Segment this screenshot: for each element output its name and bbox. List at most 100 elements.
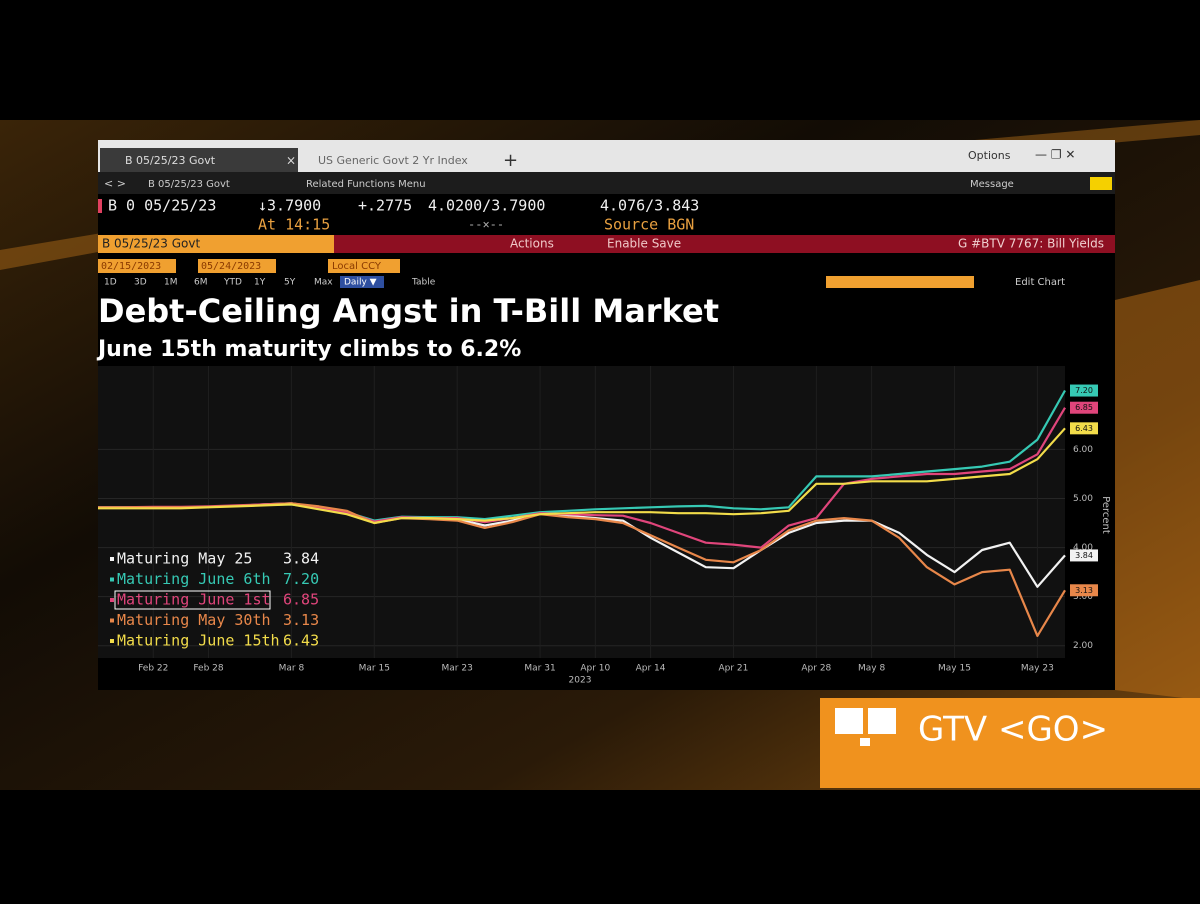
help-button[interactable]: [1090, 177, 1112, 190]
window-controls[interactable]: — ❐ ✕: [1035, 148, 1075, 162]
value-tag-label: 3.13: [1075, 586, 1093, 595]
quote-range: 4.076/3.843: [600, 197, 699, 215]
overlay-icon: [860, 738, 870, 746]
view[interactable]: Table: [411, 278, 436, 288]
y-tick-label: 3.00: [1073, 592, 1093, 602]
x-tick-label: May 23: [1021, 664, 1054, 674]
x-tick-label: Mar 23: [442, 664, 473, 674]
x-tick-label: Apr 28: [801, 664, 831, 674]
quote-bid-ask: 4.0200/3.7900: [428, 197, 545, 215]
range-button[interactable]: 1M: [164, 278, 178, 288]
edit-chart[interactable]: Edit Chart: [1015, 277, 1065, 288]
value-tag: [1070, 584, 1098, 597]
value-tag: [1070, 401, 1098, 414]
enable-save[interactable]: Enable Save: [607, 237, 681, 251]
y-tick-label: 5.00: [1073, 494, 1093, 504]
range-button[interactable]: 3D: [134, 278, 147, 288]
range-button[interactable]: 1D: [104, 278, 117, 288]
legend-name[interactable]: Maturing June 15th: [117, 632, 280, 650]
quote-change: +.2775: [358, 197, 412, 215]
tab-label[interactable]: B 05/25/23 Govt: [125, 154, 216, 167]
currency[interactable]: Local CCY: [332, 261, 382, 272]
end-date[interactable]: 05/24/2023: [201, 261, 261, 272]
tab-label[interactable]: US Generic Govt 2 Yr Index: [318, 154, 468, 167]
quote-time: At 14:15: [258, 216, 330, 234]
x-tick-label: May 8: [858, 664, 885, 674]
message[interactable]: Message: [970, 179, 1014, 190]
x-tick-label: Mar 8: [279, 664, 305, 674]
quote-last: ↓3.7900: [258, 197, 321, 215]
frequency[interactable]: Daily ▼: [344, 278, 377, 288]
legend-name[interactable]: Maturing May 30th: [117, 611, 271, 629]
tab-active[interactable]: [100, 148, 298, 172]
legend-value: 7.20: [283, 570, 319, 588]
y-tick-label: 4.00: [1073, 543, 1093, 553]
legend-name[interactable]: Maturing June 1st: [117, 591, 271, 609]
value-tag-label: 6.85: [1075, 403, 1093, 412]
legend-swatch: [110, 598, 114, 602]
frequency-box: [340, 276, 384, 288]
legend-value: 3.84: [283, 550, 319, 568]
value-tag-label: 3.84: [1075, 551, 1093, 560]
x-tick-label: Feb 22: [138, 664, 168, 674]
action-bar: [98, 235, 1115, 253]
value-tag: [1070, 384, 1098, 397]
x-tick-label: Apr 14: [636, 664, 666, 674]
y-tick-label: 6.00: [1073, 445, 1093, 455]
legend-value: 6.85: [283, 591, 319, 609]
quote-ticker: B 0 05/25/23: [108, 197, 216, 215]
streak: [1115, 280, 1200, 700]
x-tick-label: Apr 10: [580, 664, 610, 674]
security-box: [98, 235, 334, 253]
overlay-label[interactable]: GTV <GO>: [918, 710, 1108, 750]
x-tick-label: Apr 21: [719, 664, 749, 674]
range-button[interactable]: 1Y: [254, 278, 266, 288]
nav-security[interactable]: B 05/25/23 Govt: [148, 179, 230, 190]
start-date[interactable]: 02/15/2023: [101, 261, 161, 272]
chart-subtitle: June 15th maturity climbs to 6.2%: [96, 337, 521, 362]
ccy-box[interactable]: [328, 259, 400, 273]
legend-swatch: [110, 577, 114, 582]
value-tag-label: 6.43: [1075, 424, 1093, 433]
range-button[interactable]: YTD: [223, 278, 242, 288]
series-line: [98, 427, 1066, 525]
legend-swatch: [110, 618, 114, 623]
legend-value: 6.43: [283, 632, 319, 650]
menu[interactable]: Related Functions Menu: [306, 179, 426, 190]
nav-arrows[interactable]: < >: [104, 177, 126, 190]
date-box[interactable]: [98, 259, 176, 273]
chart-title: Debt-Ceiling Angst in T-Bill Market: [98, 292, 719, 330]
legend-name[interactable]: Maturing June 6th: [117, 570, 271, 588]
x-tick-label: Mar 31: [524, 664, 555, 674]
x-tick-label: Mar 15: [359, 664, 390, 674]
legend-name[interactable]: Maturing May 25: [117, 550, 252, 568]
x-tick-label: Feb 28: [193, 664, 224, 674]
x-tick-label: May 15: [938, 664, 971, 674]
legend-value: 3.13: [283, 611, 319, 629]
actions[interactable]: Actions: [510, 237, 554, 251]
y-tick-label: 2.00: [1073, 641, 1093, 651]
range-button[interactable]: Max: [314, 278, 333, 288]
quote-source: Source BGN: [604, 216, 694, 234]
range-button[interactable]: 6M: [194, 278, 208, 288]
bar-security: B 05/25/23 Govt: [102, 237, 200, 251]
page-name: G #BTV 7767: Bill Yields: [958, 237, 1104, 251]
nav-bar: [98, 172, 1115, 194]
search-box[interactable]: [826, 276, 974, 288]
marker: [98, 199, 102, 213]
value-tag-label: 7.20: [1075, 386, 1093, 395]
tab-close[interactable]: ×: [286, 154, 296, 168]
options[interactable]: Options: [968, 149, 1011, 162]
legend-swatch: [110, 639, 114, 643]
date-box[interactable]: [198, 259, 276, 273]
new-tab[interactable]: +: [503, 150, 518, 171]
value-tag: [1070, 549, 1098, 562]
legend-swatch: [110, 557, 114, 561]
value-tag: [1070, 422, 1098, 435]
overlay-icon: [868, 708, 896, 734]
quote-size: --×--: [468, 218, 504, 232]
range-button[interactable]: 5Y: [284, 278, 296, 288]
x-axis-label: 2023: [569, 676, 592, 686]
